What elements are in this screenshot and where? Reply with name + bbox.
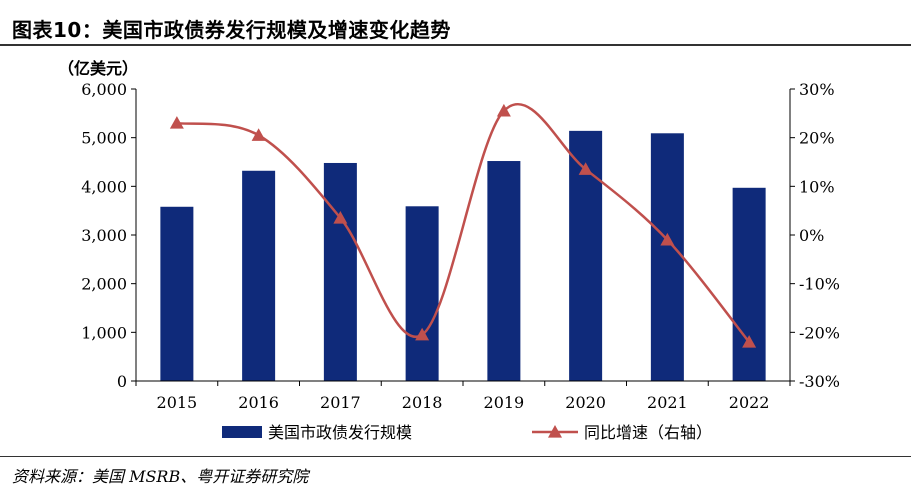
y-tick-label: 6,000 — [81, 80, 127, 99]
x-tick-label: 2016 — [238, 393, 279, 412]
x-tick-label: 2022 — [729, 393, 770, 412]
bar-2022 — [732, 187, 766, 381]
x-tick-label: 2015 — [157, 393, 198, 412]
y-tick-label: 1,000 — [81, 323, 127, 342]
y2-tick-label: 30% — [799, 80, 835, 99]
legend-line-label: 同比增速（右轴） — [584, 423, 712, 442]
y2-tick-label: -10% — [799, 275, 840, 294]
bar-2019 — [487, 161, 521, 381]
growth-point-2018 — [415, 327, 430, 341]
growth-point-2020 — [578, 162, 593, 175]
y-axis-label: （亿美元） — [58, 59, 138, 78]
x-tick-label: 2019 — [484, 393, 525, 412]
y-tick-label: 0 — [117, 372, 127, 391]
growth-point-2019 — [496, 103, 511, 117]
title-rule — [0, 44, 911, 46]
growth-point-2016 — [251, 128, 266, 141]
bar-2016 — [242, 170, 276, 381]
y2-tick-label: 10% — [799, 177, 835, 196]
bar-2018 — [405, 206, 439, 381]
x-tick-label: 2018 — [402, 393, 443, 412]
x-tick-label: 2021 — [647, 393, 688, 412]
y-tick-label: 2,000 — [81, 275, 127, 294]
x-tick-label: 2020 — [565, 393, 606, 412]
x-tick-label: 2017 — [320, 393, 361, 412]
bar-2021 — [650, 133, 684, 381]
legend-bar-label: 美国市政债发行规模 — [268, 423, 412, 442]
combo-chart: 0 1,000 2,000 3,000 4,000 5,000 6,000 -30% -20% -… — [58, 59, 840, 442]
growth-line — [176, 102, 751, 343]
y2-tick-label: 20% — [799, 129, 835, 148]
source-note: 资料来源：美国 MSRB、粤开证券研究院 — [12, 467, 309, 486]
y-tick-label: 3,000 — [81, 226, 127, 245]
chart-title: 图表10：美国市政债券发行规模及增速变化趋势 — [12, 18, 451, 42]
growth-point-2021 — [660, 232, 675, 246]
y-tick-label: 5,000 — [81, 129, 127, 148]
bar-2017 — [323, 162, 357, 381]
growth-point-2015 — [169, 116, 184, 129]
y-tick-label: 4,000 — [81, 177, 127, 196]
y2-tick-label: -20% — [799, 323, 840, 342]
growth-point-2022 — [742, 335, 757, 348]
legend-bar-swatch — [222, 426, 262, 438]
y2-tick-label: -30% — [799, 372, 840, 391]
source-rule — [0, 456, 911, 457]
y2-tick-label: 0% — [799, 226, 824, 245]
bar-2015 — [160, 206, 194, 381]
growth-point-2017 — [333, 210, 348, 224]
legend-line-marker — [548, 425, 562, 438]
